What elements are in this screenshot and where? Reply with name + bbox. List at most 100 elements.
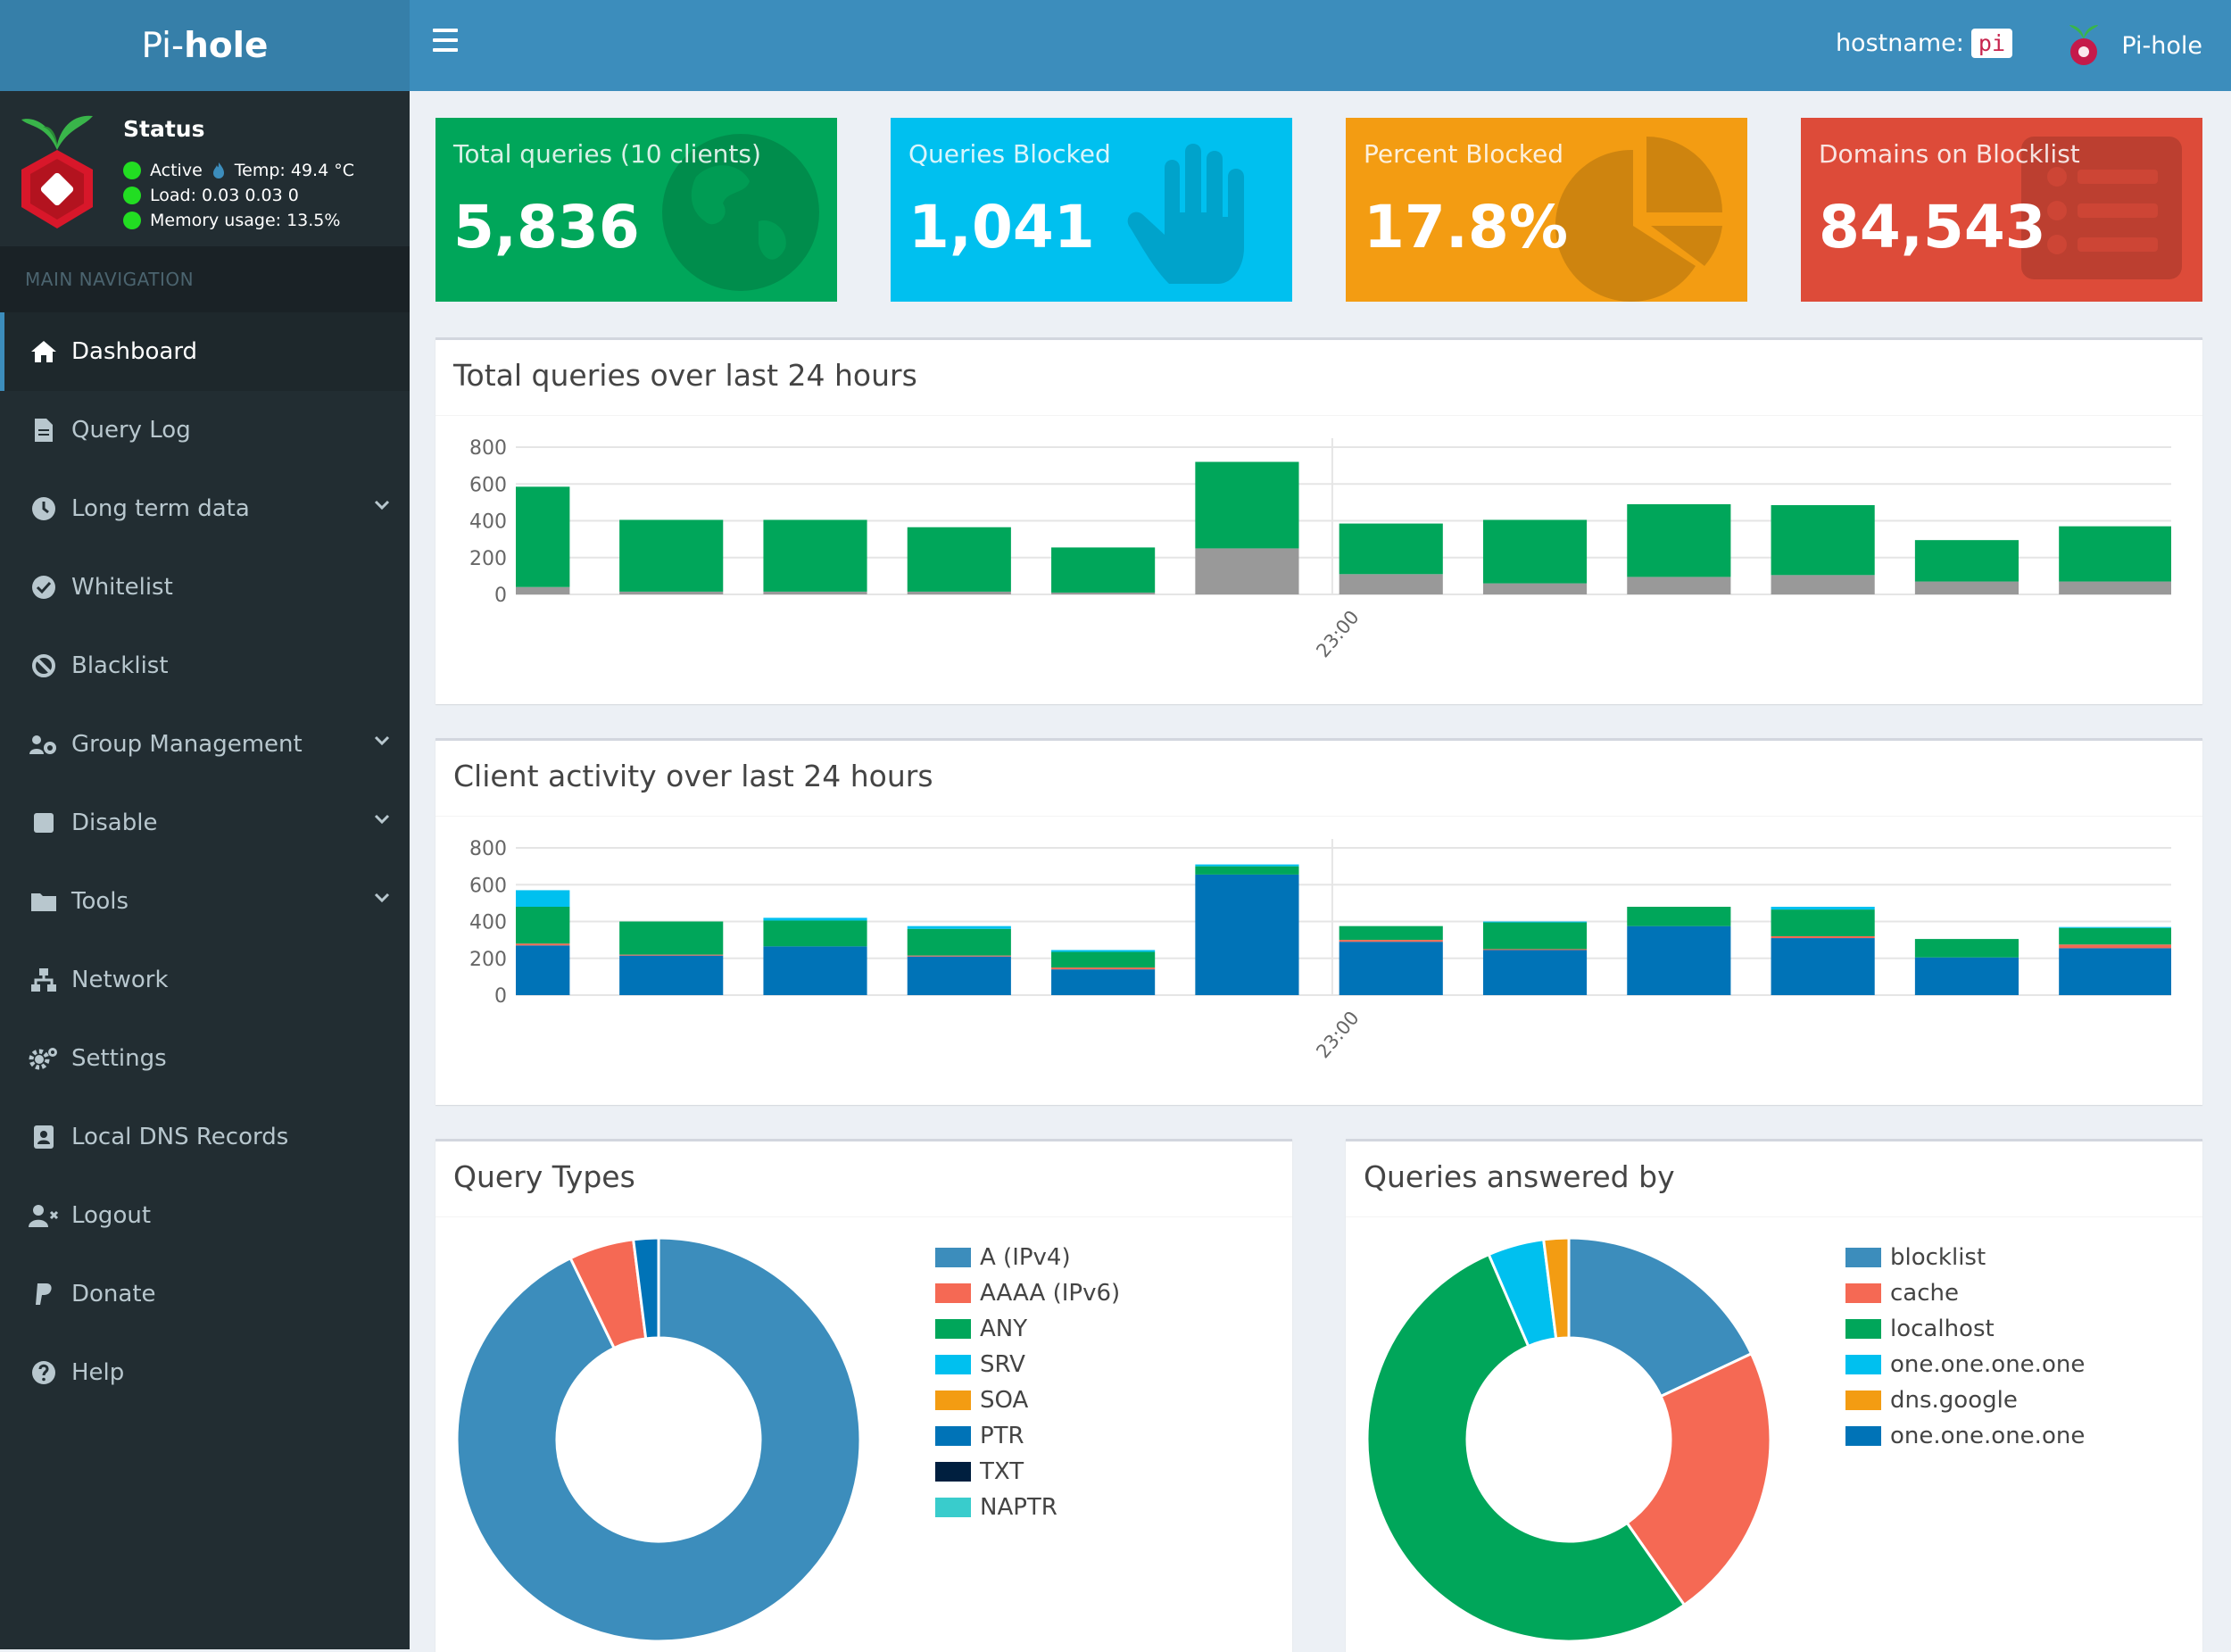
chart-bar[interactable] xyxy=(2059,526,2171,582)
queries-bar-chart[interactable]: 800 600 400 200 0 23:00 xyxy=(435,416,2202,701)
chart-bar[interactable] xyxy=(1195,874,1299,995)
donut-slice[interactable] xyxy=(455,1236,862,1643)
app-logo[interactable]: Pi-hole xyxy=(0,0,410,91)
chart-bar[interactable] xyxy=(907,591,1011,594)
legend-item[interactable]: AAAA (IPv6) xyxy=(935,1275,1120,1311)
sidebar-item-logout[interactable]: Logout xyxy=(0,1176,410,1255)
chart-bar[interactable] xyxy=(1482,950,1588,995)
chart-bar[interactable] xyxy=(619,591,724,594)
legend-item[interactable]: A (IPv4) xyxy=(935,1240,1120,1275)
chart-bar[interactable] xyxy=(763,917,867,921)
chart-bar[interactable] xyxy=(1914,581,2020,594)
chart-bar[interactable] xyxy=(1771,504,1875,576)
chart-bar[interactable] xyxy=(1771,936,1875,939)
sidebar-item-long-term-data[interactable]: Long term data xyxy=(0,469,410,548)
chart-bar[interactable] xyxy=(763,519,867,592)
donut-slice[interactable] xyxy=(1625,1351,1772,1607)
chart-bar[interactable] xyxy=(1051,950,1156,952)
sidebar-item-query-log[interactable]: Query Log xyxy=(0,391,410,469)
sidebar-item-tools[interactable]: Tools xyxy=(0,862,410,941)
chart-bar[interactable] xyxy=(1051,967,1156,970)
chart-bar[interactable] xyxy=(619,955,724,995)
chart-bar[interactable] xyxy=(516,907,570,944)
chart-bar[interactable] xyxy=(2059,927,2171,945)
chart-bar[interactable] xyxy=(1195,864,1299,867)
clients-bar-chart[interactable]: 800 600 400 200 0 23:00 xyxy=(435,817,2202,1102)
chart-bar[interactable] xyxy=(763,591,867,594)
chart-bar[interactable] xyxy=(516,586,570,594)
chart-bar[interactable] xyxy=(1627,926,1731,995)
chart-bar[interactable] xyxy=(2059,926,2171,928)
chart-bar[interactable] xyxy=(619,954,724,956)
chart-bar[interactable] xyxy=(907,527,1011,592)
donut-slice[interactable] xyxy=(631,1236,660,1341)
chart-bar[interactable] xyxy=(1914,939,2020,958)
chart-bar[interactable] xyxy=(1771,938,1875,995)
chart-bar[interactable] xyxy=(1051,547,1156,593)
donut-slice[interactable] xyxy=(1541,1236,1571,1341)
chart-bar[interactable] xyxy=(1914,540,2020,582)
chart-bar[interactable] xyxy=(516,486,570,587)
chart-bar[interactable] xyxy=(2059,581,2171,594)
chart-bar[interactable] xyxy=(1627,503,1731,577)
donut-slice[interactable] xyxy=(1567,1236,1754,1399)
sidebar-item-help[interactable]: Help xyxy=(0,1333,410,1412)
chart-bar[interactable] xyxy=(619,519,724,592)
chart-bar[interactable] xyxy=(1482,519,1588,584)
chart-bar[interactable] xyxy=(1195,866,1299,875)
legend-item[interactable]: dns.google xyxy=(1845,1382,2085,1418)
chart-bar[interactable] xyxy=(1051,969,1156,995)
sidebar-item-donate[interactable]: Donate xyxy=(0,1255,410,1333)
legend-item[interactable]: one.one.one.one xyxy=(1845,1347,2085,1382)
sidebar-toggle-icon[interactable] xyxy=(433,29,458,61)
chart-bar[interactable] xyxy=(1482,583,1588,594)
chart-bar[interactable] xyxy=(1482,949,1588,951)
chart-bar[interactable] xyxy=(2059,944,2171,949)
legend-item[interactable]: blocklist xyxy=(1845,1240,2085,1275)
chart-bar[interactable] xyxy=(619,921,724,955)
chart-bar[interactable] xyxy=(907,955,1011,957)
sidebar-item-local-dns-records[interactable]: Local DNS Records xyxy=(0,1098,410,1176)
sidebar-item-dashboard[interactable]: Dashboard xyxy=(0,312,410,391)
chart-bar[interactable] xyxy=(1339,942,1443,995)
legend-item[interactable]: SOA xyxy=(935,1382,1120,1418)
stat-box-domains-blocklist[interactable]: Domains on Blocklist 84,543 xyxy=(1801,118,2202,302)
donut-slice[interactable] xyxy=(1365,1252,1687,1643)
chart-bar[interactable] xyxy=(1627,577,1731,594)
chart-bar[interactable] xyxy=(1482,921,1588,923)
chart-bar[interactable] xyxy=(1051,592,1156,594)
chart-bar[interactable] xyxy=(907,956,1011,995)
chart-bar[interactable] xyxy=(1771,909,1875,936)
legend-item[interactable]: NAPTR xyxy=(935,1490,1120,1525)
chart-bar[interactable] xyxy=(1339,574,1443,594)
chart-bar[interactable] xyxy=(1771,575,1875,594)
chart-bar[interactable] xyxy=(1339,940,1443,942)
sidebar-item-settings[interactable]: Settings xyxy=(0,1019,410,1098)
sidebar-item-group-management[interactable]: Group Management xyxy=(0,705,410,784)
chart-bar[interactable] xyxy=(516,943,570,946)
stat-box-total-queries[interactable]: Total queries (10 clients) 5,836 xyxy=(435,118,837,302)
legend-item[interactable]: cache xyxy=(1845,1275,2085,1311)
query-types-donut[interactable] xyxy=(435,1216,882,1652)
chart-bar[interactable] xyxy=(1051,951,1156,968)
legend-item[interactable]: localhost xyxy=(1845,1311,2085,1347)
user-menu[interactable]: Pi-hole xyxy=(2066,23,2202,68)
chart-bar[interactable] xyxy=(2059,948,2171,995)
chart-bar[interactable] xyxy=(1482,922,1588,950)
legend-item[interactable]: ANY xyxy=(935,1311,1120,1347)
legend-item[interactable]: TXT xyxy=(935,1454,1120,1490)
chart-bar[interactable] xyxy=(1339,523,1443,575)
chart-bar[interactable] xyxy=(763,920,867,947)
chart-bar[interactable] xyxy=(1627,907,1731,926)
sidebar-item-disable[interactable]: Disable xyxy=(0,784,410,862)
answered-by-donut[interactable] xyxy=(1346,1216,1792,1652)
legend-item[interactable]: SRV xyxy=(935,1347,1120,1382)
legend-item[interactable]: PTR xyxy=(935,1418,1120,1454)
chart-bar[interactable] xyxy=(907,926,1011,929)
chart-bar[interactable] xyxy=(1339,926,1443,941)
chart-bar[interactable] xyxy=(1195,548,1299,594)
chart-bar[interactable] xyxy=(516,890,570,907)
sidebar-item-whitelist[interactable]: Whitelist xyxy=(0,548,410,627)
chart-bar[interactable] xyxy=(907,928,1011,956)
sidebar-item-blacklist[interactable]: Blacklist xyxy=(0,627,410,705)
